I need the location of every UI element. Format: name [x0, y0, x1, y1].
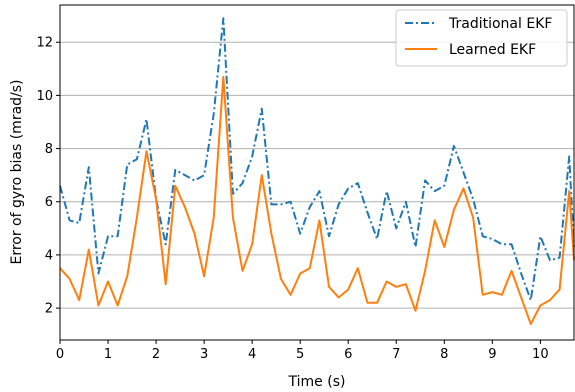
y-tick-label: 12 — [36, 36, 53, 51]
y-axis-ticks: 2 4 6 8 10 12 — [36, 36, 60, 317]
x-tick-label: 1 — [104, 347, 112, 362]
y-tick-label: 4 — [45, 248, 53, 263]
legend-label-learned-ekf: Learned EKF — [449, 42, 536, 58]
x-tick-label: 9 — [488, 347, 496, 362]
y-tick-label: 8 — [45, 142, 53, 157]
x-tick-label: 2 — [152, 347, 160, 362]
legend-label-traditional-ekf: Traditional EKF — [448, 16, 552, 32]
x-tick-label: 10 — [532, 347, 549, 362]
legend: Traditional EKF Learned EKF — [395, 9, 568, 67]
plot-frame — [59, 4, 575, 341]
legend-box — [395, 9, 568, 67]
y-axis-label: Error of gyro bias (mrad/s) — [9, 79, 25, 264]
series-lines — [59, 17, 575, 326]
x-tick-label: 4 — [248, 347, 256, 362]
x-tick-label: 8 — [440, 347, 448, 362]
x-tick-label: 5 — [296, 347, 304, 362]
series-line-traditional-ekf — [59, 17, 575, 302]
y-tick-label: 6 — [45, 195, 53, 210]
x-axis-label: Time (s) — [288, 374, 346, 390]
y-tick-label: 2 — [45, 302, 53, 317]
x-tick-label: 6 — [344, 347, 352, 362]
x-axis-ticks: 0 1 2 3 4 5 6 7 8 9 10 — [56, 340, 549, 362]
grid-lines — [60, 41, 574, 309]
x-tick-label: 0 — [56, 347, 64, 362]
x-tick-label: 3 — [200, 347, 208, 362]
y-tick-label: 10 — [36, 89, 53, 104]
x-tick-label: 7 — [392, 347, 400, 362]
series-line-learned-ekf — [59, 75, 575, 326]
